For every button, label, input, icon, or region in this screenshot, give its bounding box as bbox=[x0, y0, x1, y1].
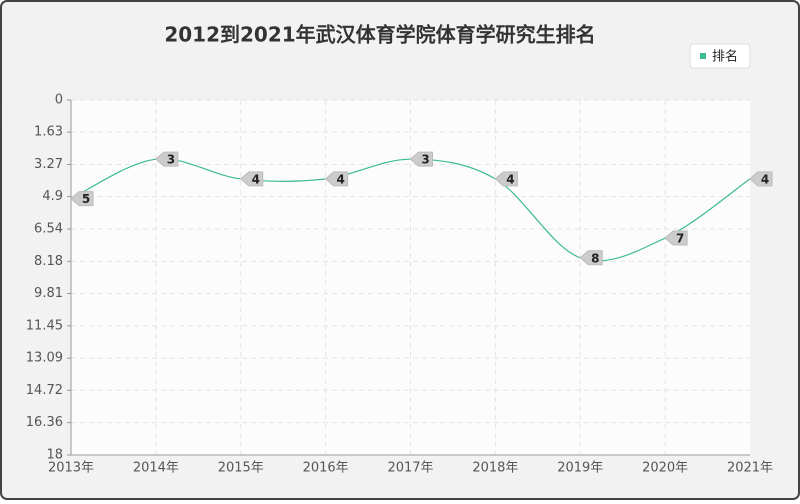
y-tick-label: 9.81 bbox=[34, 286, 63, 301]
value-label-box bbox=[494, 171, 518, 187]
value-label-box bbox=[324, 171, 349, 187]
legend-box bbox=[689, 43, 751, 69]
value-label: 5 bbox=[82, 192, 90, 206]
value-label-box bbox=[155, 151, 179, 167]
x-tick-label: 2019年 bbox=[557, 461, 603, 476]
value-label: 4 bbox=[761, 172, 769, 186]
value-label: 4 bbox=[506, 172, 514, 186]
x-tick-label: 2018年 bbox=[472, 461, 518, 476]
x-tick-label: 2021年 bbox=[727, 461, 773, 476]
y-tick-label: 3.27 bbox=[34, 157, 63, 172]
y-tick-label: 11.45 bbox=[26, 318, 63, 333]
chart-title: 2012到2021年武汉体育学院体育学研究生排名 bbox=[164, 23, 595, 47]
y-tick-label: 0 bbox=[55, 93, 63, 108]
y-tick-label: 6.54 bbox=[34, 221, 63, 236]
x-tick-label: 2013年 bbox=[48, 461, 94, 476]
value-label-box bbox=[239, 171, 264, 187]
y-tick-label: 14.72 bbox=[26, 383, 63, 398]
x-tick-label: 2016年 bbox=[303, 461, 349, 476]
value-label-box bbox=[409, 151, 433, 167]
value-label: 4 bbox=[252, 172, 260, 186]
value-label: 3 bbox=[167, 153, 175, 167]
x-tick-label: 2014年 bbox=[133, 461, 179, 476]
y-tick-label: 1.63 bbox=[34, 125, 63, 140]
value-label: 8 bbox=[591, 251, 599, 265]
y-tick-label: 4.9 bbox=[42, 189, 63, 204]
y-tick-label: 18 bbox=[46, 448, 63, 463]
x-tick-label: 2017年 bbox=[387, 461, 433, 476]
value-label-box bbox=[70, 191, 94, 207]
value-label: 3 bbox=[421, 153, 429, 167]
legend-label: 排名 bbox=[712, 49, 738, 65]
y-tick-label: 8.18 bbox=[34, 254, 63, 269]
y-tick-label: 16.36 bbox=[26, 415, 63, 430]
value-label: 4 bbox=[336, 172, 344, 186]
value-label-box bbox=[579, 250, 603, 266]
y-tick-label: 13.09 bbox=[26, 351, 63, 366]
value-label: 7 bbox=[676, 232, 684, 246]
value-label-box bbox=[749, 171, 773, 187]
x-tick-label: 2015年 bbox=[218, 461, 264, 476]
x-tick-label: 2020年 bbox=[642, 461, 688, 476]
value-label-box bbox=[664, 230, 688, 246]
legend-swatch bbox=[700, 53, 706, 59]
